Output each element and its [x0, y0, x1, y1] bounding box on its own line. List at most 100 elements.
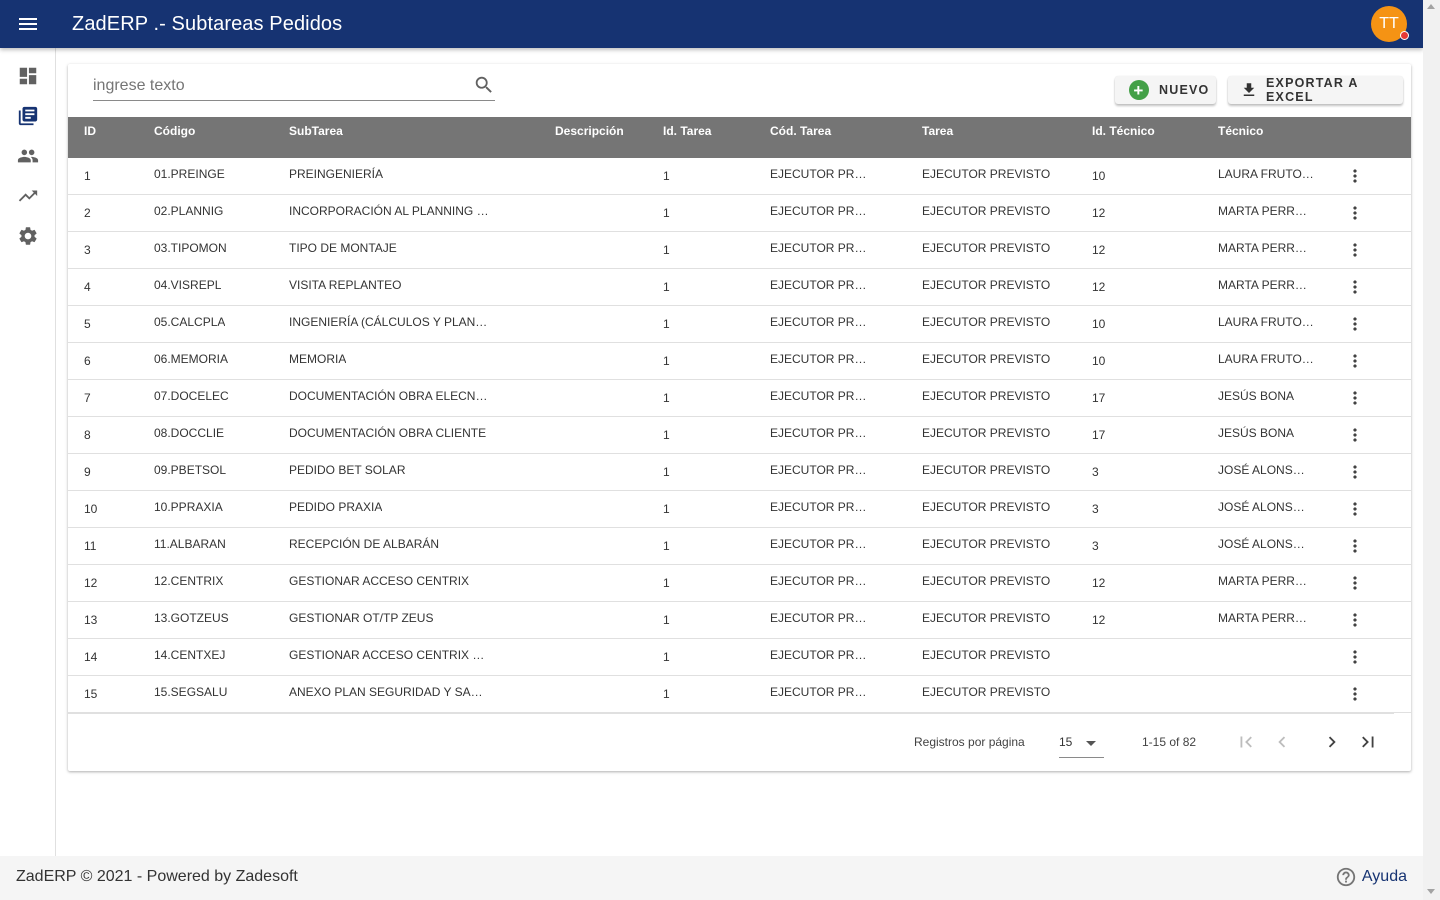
column-header-id[interactable]: ID — [84, 124, 96, 138]
column-header-descripcion[interactable]: Descripción — [555, 124, 624, 138]
search-input[interactable] — [93, 74, 463, 98]
previous-page-button[interactable] — [1270, 730, 1294, 754]
cell-cod-tarea: EJECUTOR PREVISTO — [770, 574, 870, 588]
cell-codigo: 08.DOCCLIE — [154, 426, 225, 440]
column-header-subtarea[interactable]: SubTarea — [289, 124, 343, 138]
cell-tecnico: JOSÉ ALONSO VILLA — [1218, 537, 1314, 551]
column-header-id-tecnico[interactable]: Id. Técnico — [1092, 124, 1155, 138]
table-row[interactable]: 12 12.CENTRIX GESTIONAR ACCESO CENTRIX 1 EJE… — [68, 565, 1411, 602]
column-header-tecnico[interactable]: Técnico — [1218, 124, 1264, 138]
export-excel-button[interactable]: EXPORTAR A EXCEL — [1228, 76, 1403, 104]
cell-tarea: EJECUTOR PREVISTO — [922, 204, 1051, 218]
row-actions-button[interactable] — [1345, 238, 1365, 262]
table-row[interactable]: 1 01.PREINGE PREINGENIERÍA 1 EJECUTOR PREVIS… — [68, 158, 1411, 195]
next-page-button[interactable] — [1320, 730, 1344, 754]
table-row[interactable]: 9 09.PBETSOL PEDIDO BET SOLAR 1 EJECUTOR PRE… — [68, 454, 1411, 491]
sidebar — [0, 48, 56, 856]
column-header-id-tarea[interactable]: Id. Tarea — [663, 124, 712, 138]
row-actions-button[interactable] — [1345, 386, 1365, 410]
row-actions-button[interactable] — [1345, 201, 1365, 225]
more-vert-icon — [1353, 465, 1357, 479]
table-row[interactable]: 15 15.SEGSALU ANEXO PLAN SEGURIDAD Y SALUD… — [68, 676, 1411, 713]
avatar[interactable]: TT — [1371, 6, 1409, 42]
column-header-tarea[interactable]: Tarea — [922, 124, 954, 138]
help-label: Ayuda — [1361, 868, 1407, 885]
row-actions-button[interactable] — [1345, 645, 1365, 669]
cell-codigo: 11.ALBARAN — [154, 537, 226, 551]
cell-tarea: EJECUTOR PREVISTO — [922, 426, 1051, 440]
cell-subtarea: DOCUMENTACIÓN OBRA CLIENTE — [289, 426, 487, 440]
cell-tarea: EJECUTOR PREVISTO — [922, 167, 1051, 181]
cell-id-tecnico: 12 — [1092, 280, 1106, 294]
table-row[interactable]: 7 07.DOCELEC DOCUMENTACIÓN OBRA ELECNOR 1 EJ… — [68, 380, 1411, 417]
sidebar-item-users[interactable] — [0, 136, 56, 176]
column-header-codigo[interactable]: Código — [154, 124, 196, 138]
table-row[interactable]: 14 14.CENTXEJ GESTIONAR ACCESO CENTRIX EJE… — [68, 639, 1411, 676]
cell-id: 3 — [84, 243, 91, 257]
cell-tecnico: MARTA PERREALES — [1218, 204, 1314, 218]
search-icon[interactable] — [473, 74, 495, 96]
new-button[interactable]: + NUEVO — [1115, 76, 1216, 104]
table-row[interactable]: 3 03.TIPOMON TIPO DE MONTAJE 1 EJECUTOR PREV… — [68, 232, 1411, 269]
rows-per-page-select[interactable]: 15 — [1059, 728, 1104, 758]
more-vert-icon — [1353, 354, 1357, 368]
more-vert-icon — [1353, 613, 1357, 627]
cell-tarea: EJECUTOR PREVISTO — [922, 352, 1051, 366]
last-page-icon — [1362, 736, 1374, 748]
first-page-button[interactable] — [1234, 730, 1258, 754]
table-row[interactable]: 8 08.DOCCLIE DOCUMENTACIÓN OBRA CLIENTE 1 EJ… — [68, 417, 1411, 454]
table-row[interactable]: 10 10.PPRAXIA PEDIDO PRAXIA 1 EJECUTOR PREVI… — [68, 491, 1411, 528]
table-row[interactable]: 11 11.ALBARAN RECEPCIÓN DE ALBARÁN 1 EJECUTO… — [68, 528, 1411, 565]
row-actions-button[interactable] — [1345, 608, 1365, 632]
cell-id: 10 — [84, 502, 98, 516]
cell-tarea: EJECUTOR PREVISTO — [922, 537, 1051, 551]
cell-tecnico: LAURA FRUTOS GARCÍA — [1218, 352, 1314, 366]
row-actions-button[interactable] — [1345, 534, 1365, 558]
cell-id-tecnico: 12 — [1092, 206, 1106, 220]
cell-id: 14 — [84, 650, 98, 664]
row-actions-button[interactable] — [1345, 682, 1365, 706]
row-actions-button[interactable] — [1345, 349, 1365, 373]
last-page-button[interactable] — [1356, 730, 1380, 754]
sidebar-item-settings[interactable] — [0, 216, 56, 256]
row-actions-button[interactable] — [1345, 571, 1365, 595]
row-actions-button[interactable] — [1345, 312, 1365, 336]
menu-button[interactable] — [0, 0, 56, 48]
cell-cod-tarea: EJECUTOR PREVISTO — [770, 315, 870, 329]
people-icon — [17, 149, 39, 163]
row-actions-button[interactable] — [1345, 275, 1365, 299]
scroll-down-arrow-icon[interactable] — [1427, 889, 1435, 894]
notification-dot — [1400, 31, 1409, 40]
cell-tarea: EJECUTOR PREVISTO — [922, 315, 1051, 329]
cell-subtarea: DOCUMENTACIÓN OBRA ELECNOR — [289, 389, 489, 403]
cell-id: 1 — [84, 169, 91, 183]
cell-cod-tarea: EJECUTOR PREVISTO — [770, 167, 870, 181]
scroll-up-arrow-icon[interactable] — [1427, 4, 1435, 9]
cell-subtarea: PEDIDO PRAXIA — [289, 500, 383, 514]
row-actions-button[interactable] — [1345, 164, 1365, 188]
sidebar-item-subtareas[interactable] — [0, 96, 56, 136]
cell-cod-tarea: EJECUTOR PREVISTO — [770, 463, 870, 477]
cell-id-tarea: 1 — [663, 391, 670, 405]
table-row[interactable]: 4 04.VISREPL VISITA REPLANTEO 1 EJECUTOR PRE… — [68, 269, 1411, 306]
cell-codigo: 05.CALCPLA — [154, 315, 226, 329]
cell-id-tecnico: 10 — [1092, 354, 1106, 368]
more-vert-icon — [1353, 391, 1357, 405]
row-actions-button[interactable] — [1345, 460, 1365, 484]
cell-id-tarea: 1 — [663, 169, 670, 183]
cell-subtarea: GESTIONAR ACCESO CENTRIX EJECUCIÓN — [289, 648, 489, 662]
page-scrollbar[interactable] — [1423, 0, 1440, 900]
table-row[interactable]: 2 02.PLANNIG INCORPORACIÓN AL PLANNING GEN… — [68, 195, 1411, 232]
column-header-cod-tarea[interactable]: Cód. Tarea — [770, 124, 832, 138]
help-link[interactable]: Ayuda — [1335, 866, 1407, 888]
sidebar-item-reports[interactable] — [0, 176, 56, 216]
table-row[interactable]: 13 13.GOTZEUS GESTIONAR OT/TP ZEUS 1 EJECUTO… — [68, 602, 1411, 639]
sidebar-item-dashboard[interactable] — [0, 56, 56, 96]
cell-cod-tarea: EJECUTOR PREVISTO — [770, 648, 870, 662]
cell-id: 8 — [84, 428, 91, 442]
table-row[interactable]: 5 05.CALCPLA INGENIERÍA (CÁLCULOS Y PLANOS… — [68, 306, 1411, 343]
cell-id-tarea: 1 — [663, 243, 670, 257]
table-row[interactable]: 6 06.MEMORIA MEMORIA 1 EJECUTOR PREVISTO EJEC… — [68, 343, 1411, 380]
row-actions-button[interactable] — [1345, 423, 1365, 447]
row-actions-button[interactable] — [1345, 497, 1365, 521]
